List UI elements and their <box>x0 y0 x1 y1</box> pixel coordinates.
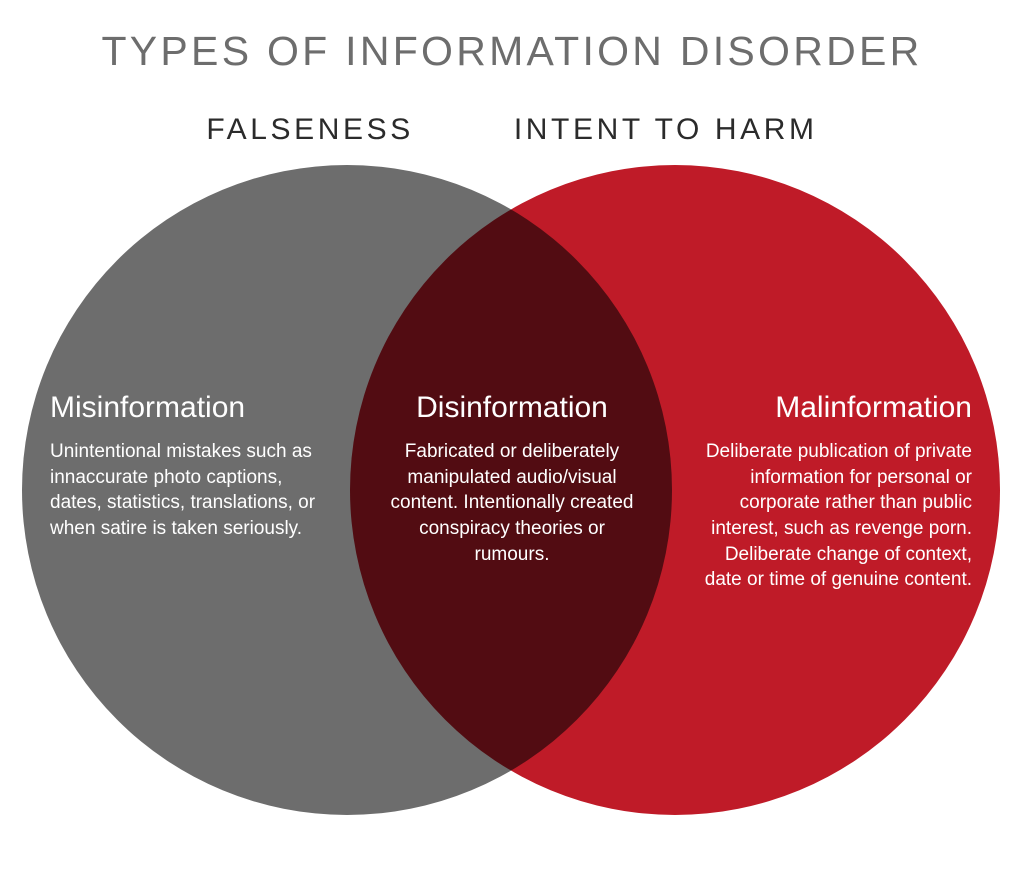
section-misinformation: Misinformation Unintentional mistakes su… <box>50 391 330 542</box>
malinformation-body: Deliberate publication of private inform… <box>692 439 972 593</box>
disinformation-heading: Disinformation <box>382 391 642 425</box>
category-labels: FALSENESS INTENT TO HARM <box>0 113 1024 147</box>
misinformation-heading: Misinformation <box>50 391 330 425</box>
venn-diagram: Misinformation Unintentional mistakes su… <box>0 161 1024 861</box>
main-title-text: TYPES OF INFORMATION DISORDER <box>101 28 922 74</box>
section-disinformation: Disinformation Fabricated or deliberatel… <box>382 391 642 567</box>
malinformation-heading: Malinformation <box>692 391 972 425</box>
disinformation-body: Fabricated or deliberately manipulated a… <box>382 439 642 567</box>
misinformation-body: Unintentional mistakes such as innaccura… <box>50 439 330 542</box>
section-malinformation: Malinformation Deliberate publication of… <box>692 391 972 593</box>
category-left: FALSENESS <box>206 113 413 147</box>
category-right: INTENT TO HARM <box>514 113 818 147</box>
main-title: TYPES OF INFORMATION DISORDER <box>0 0 1024 75</box>
